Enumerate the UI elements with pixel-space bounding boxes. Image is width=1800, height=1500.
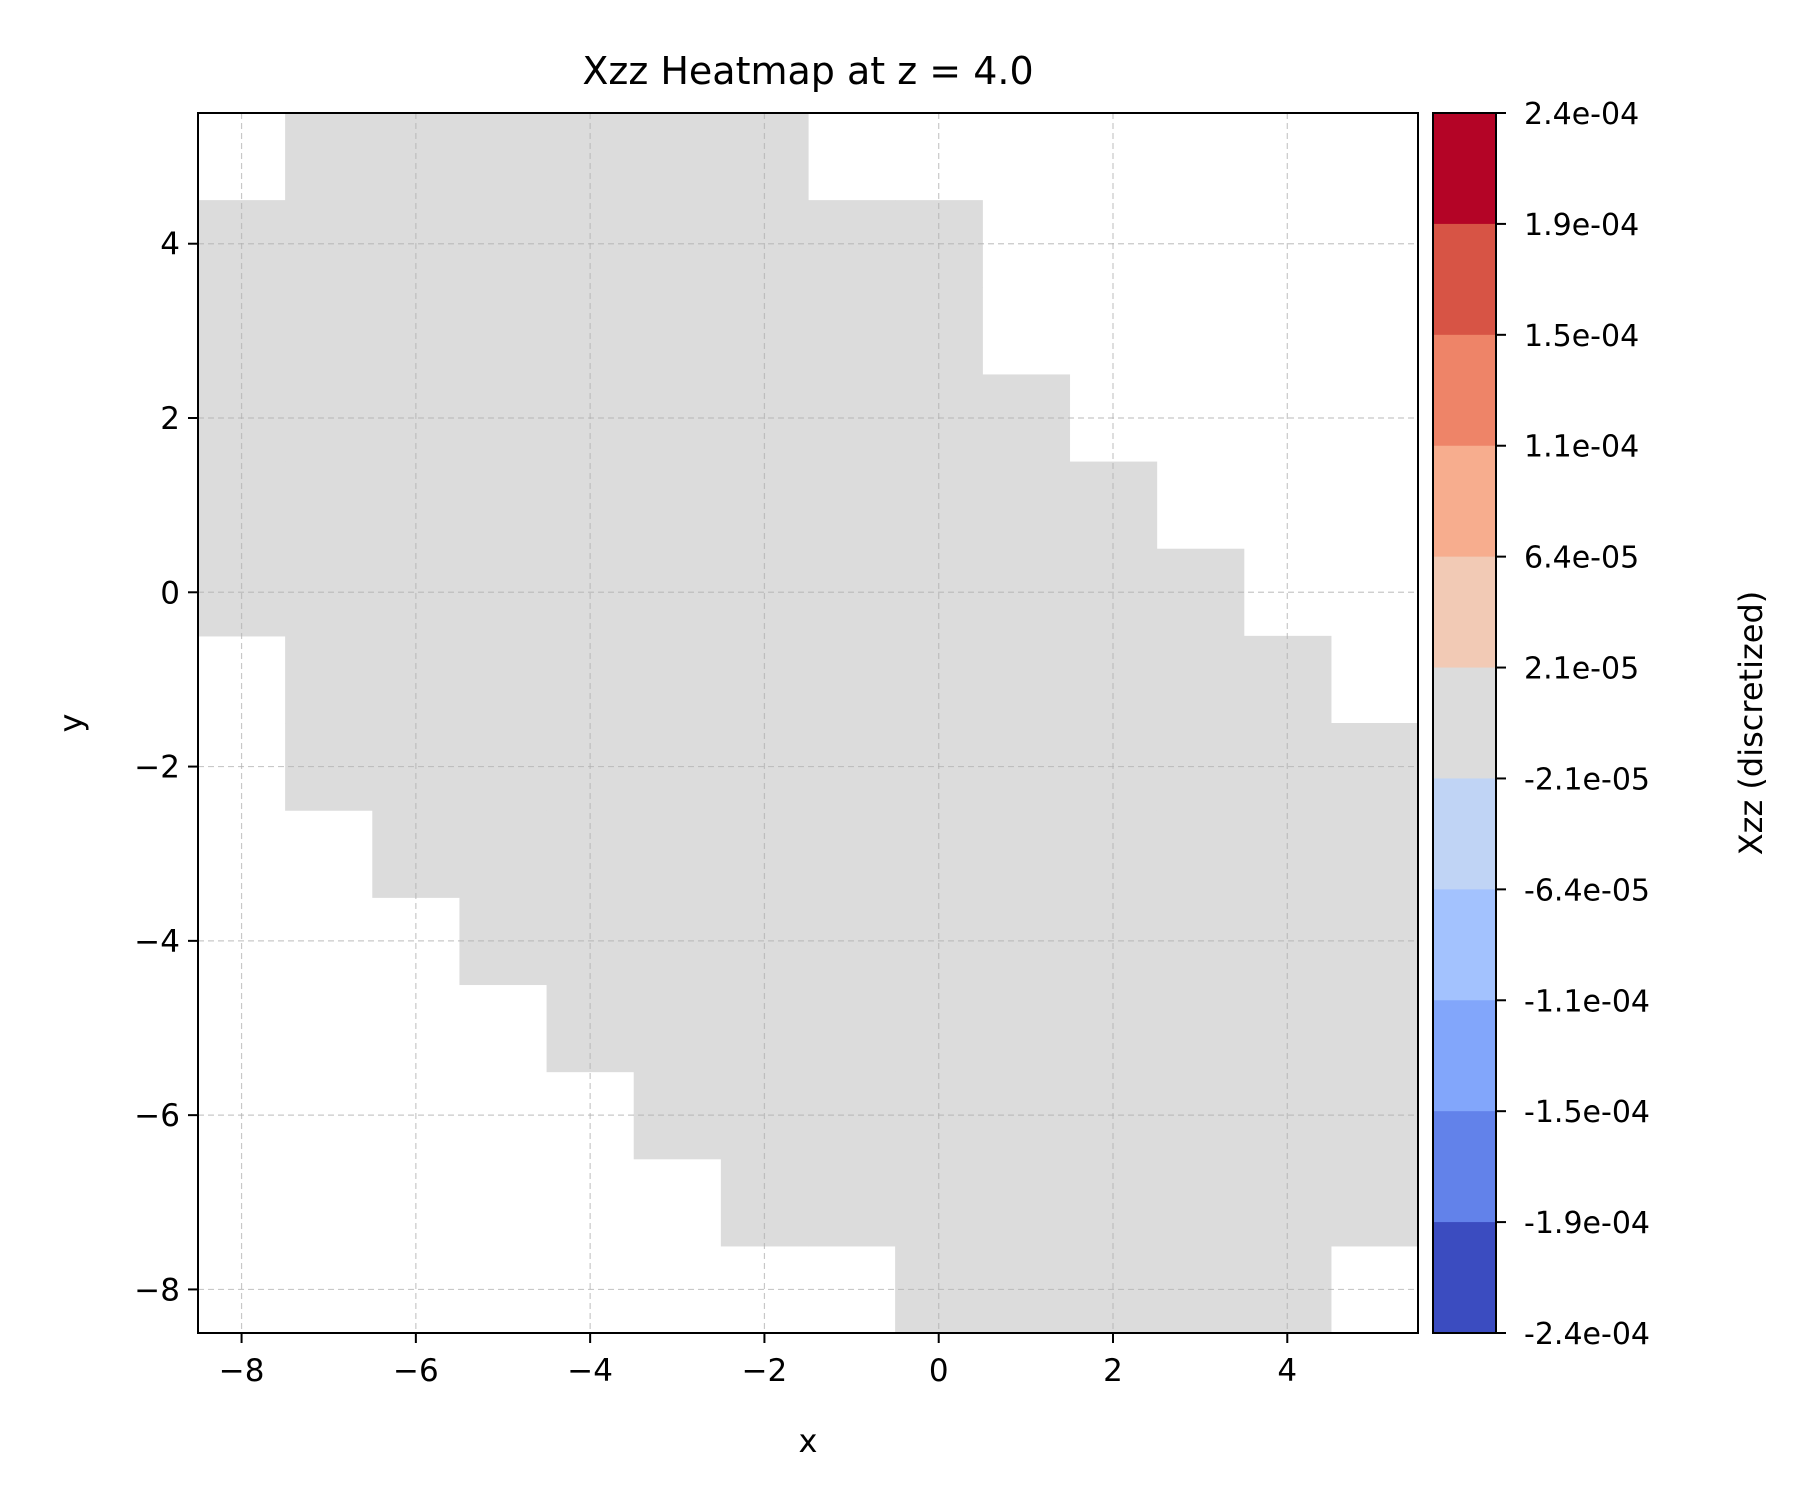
chart-title: Xzz Heatmap at z = 4.0 <box>582 49 1033 93</box>
heatmap-cell <box>633 810 722 898</box>
heatmap-cell <box>285 461 373 550</box>
x-tick-label: 2 <box>1103 1353 1123 1389</box>
heatmap-cell <box>633 461 722 550</box>
y-tick-label: −4 <box>134 924 180 960</box>
y-tick-label: −6 <box>134 1098 180 1134</box>
y-tick-label: 4 <box>160 227 180 263</box>
heatmap-cell <box>982 548 1071 637</box>
heatmap-cell <box>982 374 1071 463</box>
heatmap-cell <box>372 287 461 376</box>
heatmap-cell <box>633 287 722 376</box>
colorbar-label: Xzz (discretized) <box>1732 591 1770 856</box>
x-tick-label: −8 <box>219 1353 265 1389</box>
heatmap-cell <box>459 461 548 550</box>
colorbar-segment <box>1433 889 1496 1001</box>
heatmap-cell <box>285 635 373 724</box>
heatmap-cell <box>808 984 896 1073</box>
plot-frame <box>197 112 1419 1334</box>
heatmap-cell <box>1330 723 1419 811</box>
heatmap-cell <box>982 723 1071 811</box>
heatmap-cell <box>459 810 548 898</box>
heatmap-cell <box>720 635 809 724</box>
heatmap-cell <box>808 287 896 376</box>
heatmap-cell <box>372 635 461 724</box>
colorbar-tick-label: 6.4e-05 <box>1524 541 1639 576</box>
y-tick-label: 0 <box>160 575 180 611</box>
heatmap-cell <box>633 113 722 201</box>
colorbar-segment <box>1433 113 1496 225</box>
colorbar-segment <box>1433 778 1496 890</box>
heatmap-cell <box>1156 635 1245 724</box>
heatmap-cell <box>808 635 896 724</box>
colorbar-tick-label: 2.4e-04 <box>1524 97 1639 132</box>
colorbar-segment <box>1433 667 1496 780</box>
colorbar-tick-label: -6.4e-05 <box>1524 873 1650 908</box>
colorbar-tick-label: 1.9e-04 <box>1524 208 1639 243</box>
heatmap-cell <box>982 810 1071 898</box>
heatmap-cell <box>895 287 983 376</box>
heatmap-cell <box>285 113 373 201</box>
colorbar-tick-label: 1.1e-04 <box>1524 430 1639 465</box>
heatmap-cell <box>459 635 548 724</box>
colorbar-segment <box>1433 1000 1496 1112</box>
heatmap-cell <box>982 897 1071 986</box>
heatmap-cell <box>633 984 722 1073</box>
heatmap-cell <box>459 287 548 376</box>
heatmap-cell <box>982 984 1071 1073</box>
heatmap-cell <box>808 1158 896 1247</box>
heatmap-cell <box>1330 984 1419 1073</box>
heatmap-cell <box>808 461 896 550</box>
heatmap-cell <box>1156 984 1245 1073</box>
x-tick-label: −6 <box>393 1353 439 1389</box>
colorbar-tick-label: 1.5e-04 <box>1524 319 1639 354</box>
colorbar-segment <box>1433 556 1496 669</box>
heatmap-cell <box>1156 1158 1245 1247</box>
colorbar-segment <box>1433 1111 1496 1223</box>
colorbar-segment <box>1433 334 1496 447</box>
heatmap-cell <box>982 1158 1071 1247</box>
colorbar-tick-label: -2.1e-05 <box>1524 762 1650 797</box>
heatmap-cell <box>982 1245 1071 1334</box>
heatmap-cell <box>546 635 635 724</box>
y-tick-label: −2 <box>134 750 180 786</box>
colorbar-segment <box>1433 223 1496 336</box>
heatmap-cell <box>198 287 286 376</box>
heatmap-cell <box>720 897 809 986</box>
heatmap-cell <box>982 461 1071 550</box>
heatmap-cell <box>720 287 809 376</box>
heatmap-cell <box>982 1071 1071 1160</box>
heatmap-cell <box>1330 810 1419 898</box>
x-tick-label: −2 <box>742 1353 788 1389</box>
y-axis-label: y <box>52 714 90 733</box>
heatmap-cell <box>1330 1071 1419 1160</box>
colorbar-tick-label: -1.1e-04 <box>1524 984 1650 1019</box>
heatmap-cell <box>1330 897 1419 986</box>
colorbar-tick-label: -1.9e-04 <box>1524 1206 1650 1241</box>
heatmap-cell <box>1330 1158 1419 1247</box>
x-tick-label: 0 <box>929 1353 949 1389</box>
y-tick-label: 2 <box>160 401 180 437</box>
colorbar-frame <box>1432 112 1497 1334</box>
colorbar-tick-label: -2.4e-04 <box>1524 1317 1650 1352</box>
heatmap-cell <box>633 635 722 724</box>
heatmap-cell <box>895 635 983 724</box>
heatmap-cell <box>285 287 373 376</box>
heatmap-cell <box>459 113 548 201</box>
colorbar-tick-label: 2.1e-05 <box>1524 652 1639 687</box>
y-tick-label: −8 <box>134 1272 180 1308</box>
x-tick-label: 4 <box>1277 1353 1297 1389</box>
heatmap-cell <box>1243 635 1332 724</box>
x-axis-label: x <box>799 1422 818 1460</box>
colorbar-tick-label: -1.5e-04 <box>1524 1095 1650 1130</box>
heatmap-cell <box>546 287 635 376</box>
colorbar-segment <box>1433 445 1496 558</box>
heatmap-cell <box>1069 635 1158 724</box>
heatmap-cell <box>982 635 1071 724</box>
colorbar-segment <box>1433 1222 1496 1334</box>
x-tick-label: −4 <box>567 1353 613 1389</box>
heatmap-cell <box>808 810 896 898</box>
heatmap-cell <box>1156 810 1245 898</box>
